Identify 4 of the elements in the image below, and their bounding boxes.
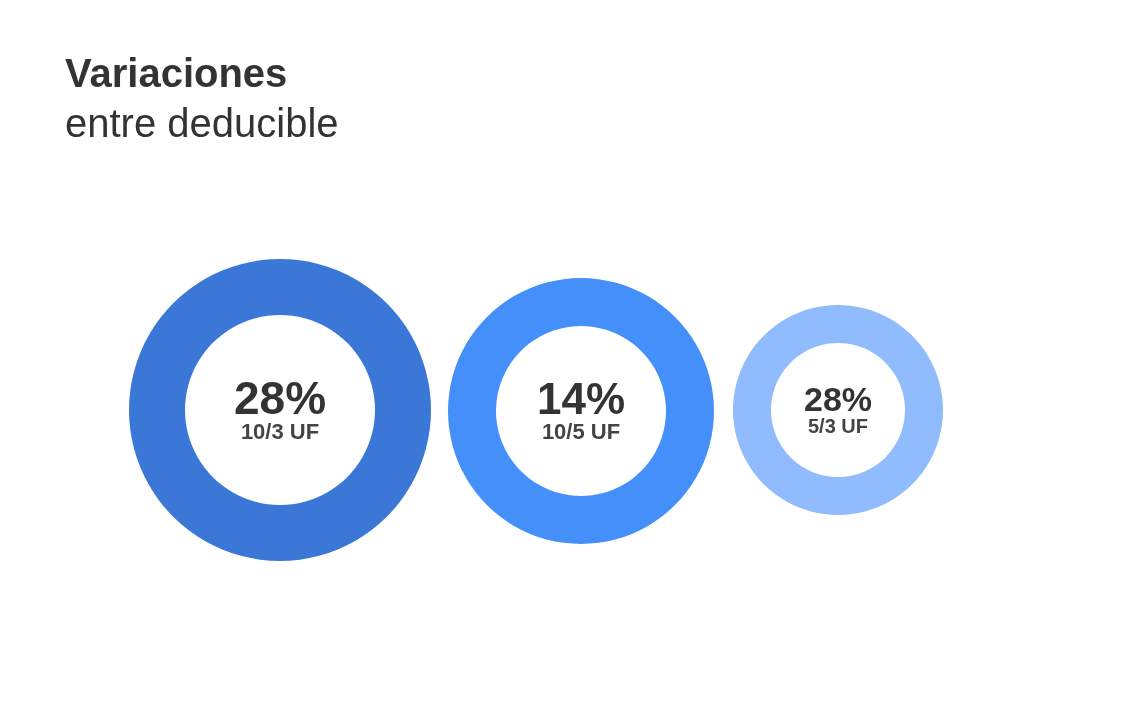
text: entre deducible	[65, 101, 339, 145]
category-label: 5/3 UF	[807, 415, 869, 438]
text: Variaciones	[65, 51, 288, 95]
data-label: 28%	[803, 380, 873, 418]
